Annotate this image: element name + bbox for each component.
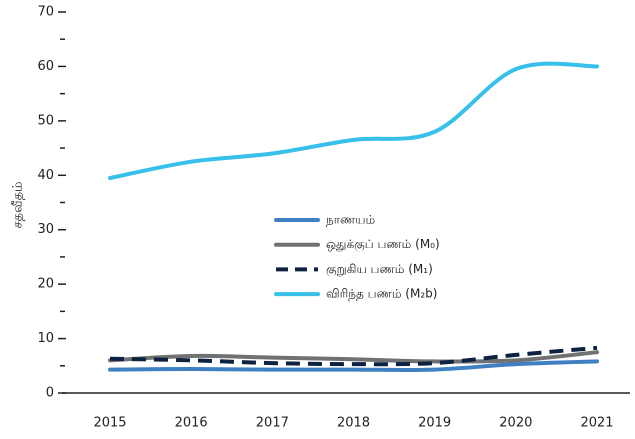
legend-label: குறுகிய பணம் (M₁) <box>326 262 433 277</box>
y-tick-label: 30 <box>37 222 54 237</box>
series-line <box>108 61 599 181</box>
x-tick-label: 2020 <box>499 416 532 431</box>
y-tick-label: 0 <box>46 386 54 401</box>
legend-label: ஒதுக்குப் பணம் (M₀) <box>326 237 440 252</box>
series-line <box>108 359 599 372</box>
series-line <box>108 350 599 364</box>
y-tick-label: 70 <box>37 5 54 20</box>
legend-label: நாணயம் <box>326 213 375 227</box>
y-tick-label: 20 <box>37 277 54 292</box>
x-tick-label: 2018 <box>337 416 370 431</box>
y-tick-label: 50 <box>37 113 54 128</box>
series-line <box>109 345 598 367</box>
y-tick-label: 40 <box>37 168 54 183</box>
x-tick-label: 2016 <box>175 416 208 431</box>
x-tick-label: 2021 <box>580 416 613 431</box>
x-tick-label: 2017 <box>256 416 289 431</box>
legend-label: விரிந்த பணம் (M₂b) <box>326 287 437 301</box>
y-tick-label: 10 <box>37 331 54 346</box>
y-axis-label: சதவீதம் <box>11 181 26 228</box>
x-tick-label: 2015 <box>93 416 126 431</box>
x-tick-label: 2019 <box>418 416 451 431</box>
y-tick-label: 60 <box>37 59 54 74</box>
